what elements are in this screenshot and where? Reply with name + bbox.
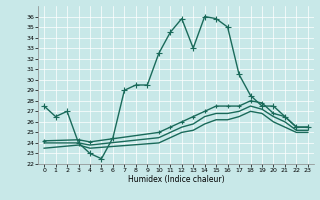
X-axis label: Humidex (Indice chaleur): Humidex (Indice chaleur) — [128, 175, 224, 184]
